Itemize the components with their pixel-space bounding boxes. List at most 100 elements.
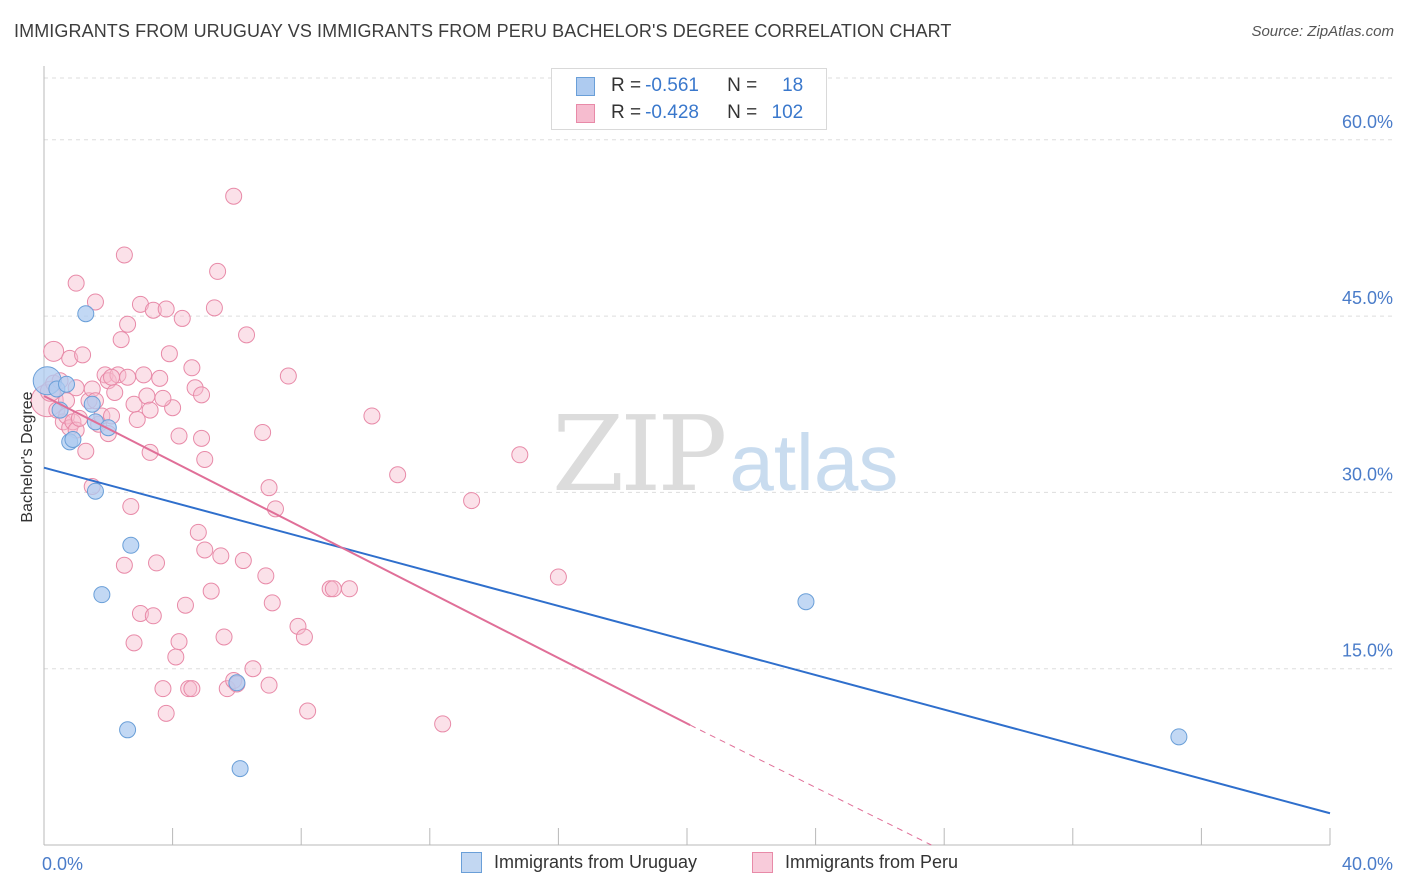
peru-point-20: [86, 293, 104, 311]
peru-point-30: [112, 331, 130, 349]
peru-point-49: [154, 680, 172, 698]
peru-point-60: [183, 680, 201, 698]
peru-point-95: [434, 715, 452, 733]
legend-item-peru[interactable]: Immigrants from Peru: [752, 852, 958, 873]
uruguay-point-10: [93, 586, 111, 604]
peru-point-55: [170, 633, 188, 651]
tick-labels: 15.0% 30.0% 45.0% 60.0% 0.0% 40.0%: [42, 112, 1393, 874]
peru-point-64: [193, 386, 211, 404]
peru-point-84: [263, 594, 281, 612]
uruguay-swatch: [576, 76, 595, 96]
legend-label-uruguay: Immigrants from Uruguay: [494, 852, 698, 872]
peru-point-100: [154, 389, 172, 407]
peru-point-92: [340, 580, 358, 598]
peru-point-70: [209, 262, 227, 280]
peru-point-51: [157, 704, 175, 722]
peru-point-62: [186, 379, 204, 397]
uruguay-trend-line: [43, 466, 1331, 815]
peru-point-80: [254, 423, 272, 441]
peru-point-86: [279, 367, 297, 385]
peru-point-67: [196, 541, 214, 559]
peru-point-99: [103, 368, 121, 386]
peru-point-2: [43, 340, 65, 362]
peru-n-value: 102: [771, 102, 804, 123]
chart-title: IMMIGRANTS FROM URUGUAY VS IMMIGRANTS FR…: [14, 21, 952, 41]
peru-swatch: [576, 103, 595, 123]
x-tick-label-1: 40.0%: [1342, 854, 1393, 874]
peru-point-56: [170, 427, 188, 445]
peru-point-88: [295, 628, 313, 646]
peru-point-41: [135, 366, 153, 384]
peru-point-94: [389, 466, 407, 484]
peru-point-66: [196, 450, 214, 468]
grid-lines: [44, 77, 1394, 670]
peru-point-15: [74, 346, 92, 364]
peru-point-38: [128, 411, 146, 429]
peru-point-33: [119, 315, 137, 333]
peru-point-12: [67, 274, 85, 292]
legend-swatch-uruguay: [461, 852, 482, 873]
y-tick-label-2: 45.0%: [1342, 288, 1393, 308]
peru-r-value: -0.428: [645, 102, 699, 123]
uruguay-points: [32, 305, 1188, 778]
peru-n-label: N =: [727, 102, 758, 123]
peru-point-44: [141, 401, 159, 419]
uruguay-r-value: -0.561: [645, 75, 699, 96]
peru-point-54: [167, 648, 185, 666]
peru-point-83: [260, 676, 278, 694]
legend-item-uruguay[interactable]: Immigrants from Uruguay: [461, 852, 697, 873]
peru-point-61: [183, 359, 201, 377]
correlation-stats-box: R = -0.561 N = 18 R = -0.428 N = 102: [551, 68, 827, 130]
peru-point-93: [363, 407, 381, 425]
legend-swatch-peru: [752, 852, 773, 873]
peru-point-78: [238, 326, 256, 344]
uruguay-n-label: N =: [727, 75, 758, 96]
uruguay-r-label: R =: [611, 75, 642, 96]
uruguay-point-13: [122, 536, 140, 554]
peru-point-87: [289, 617, 307, 635]
peru-point-52: [160, 345, 178, 363]
peru-point-58: [176, 596, 194, 614]
y-axis-label: Bachelor's Degree: [19, 391, 36, 523]
peru-point-48: [151, 369, 169, 387]
peru-point-46: [144, 607, 162, 625]
peru-point-69: [205, 299, 223, 317]
peru-point-35: [122, 497, 140, 515]
peru-point-31: [115, 556, 133, 574]
peru-point-34: [119, 368, 137, 386]
uruguay-point-9: [86, 482, 104, 500]
x-tick-label-0: 0.0%: [42, 854, 83, 874]
peru-point-14: [70, 409, 88, 427]
peru-point-77: [234, 552, 252, 570]
peru-point-45: [144, 301, 162, 319]
legend-label-peru: Immigrants from Peru: [785, 852, 959, 872]
peru-point-47: [148, 554, 166, 572]
peru-r-label: R =: [611, 102, 642, 123]
peru-point-42: [138, 387, 156, 405]
uruguay-point-5: [64, 430, 82, 448]
peru-trend-extension: [689, 724, 932, 846]
peru-point-10: [61, 349, 79, 367]
axes: [43, 66, 1331, 846]
trend-lines: [43, 395, 1331, 846]
peru-point-72: [215, 628, 233, 646]
peru-point-16: [77, 442, 95, 460]
peru-point-50: [157, 300, 175, 318]
peru-point-37: [125, 634, 143, 652]
peru-point-40: [131, 604, 149, 622]
uruguay-n-value: 18: [782, 75, 804, 96]
uruguay-point-14: [228, 674, 246, 692]
peru-point-96: [463, 492, 481, 510]
peru-point-71: [212, 547, 230, 565]
peru-point-57: [173, 309, 191, 327]
uruguay-point-6: [77, 305, 95, 323]
uruguay-point-3: [58, 375, 76, 393]
peru-trend-line: [43, 395, 691, 727]
stats-row-peru: R = -0.428 N = 102: [576, 100, 803, 126]
peru-point-89: [299, 702, 317, 720]
peru-point-63: [189, 523, 207, 541]
uruguay-point-12: [119, 721, 137, 739]
peru-point-98: [549, 568, 567, 586]
watermark-zip: ZIP: [552, 393, 727, 515]
y-tick-label-3: 60.0%: [1342, 112, 1393, 132]
